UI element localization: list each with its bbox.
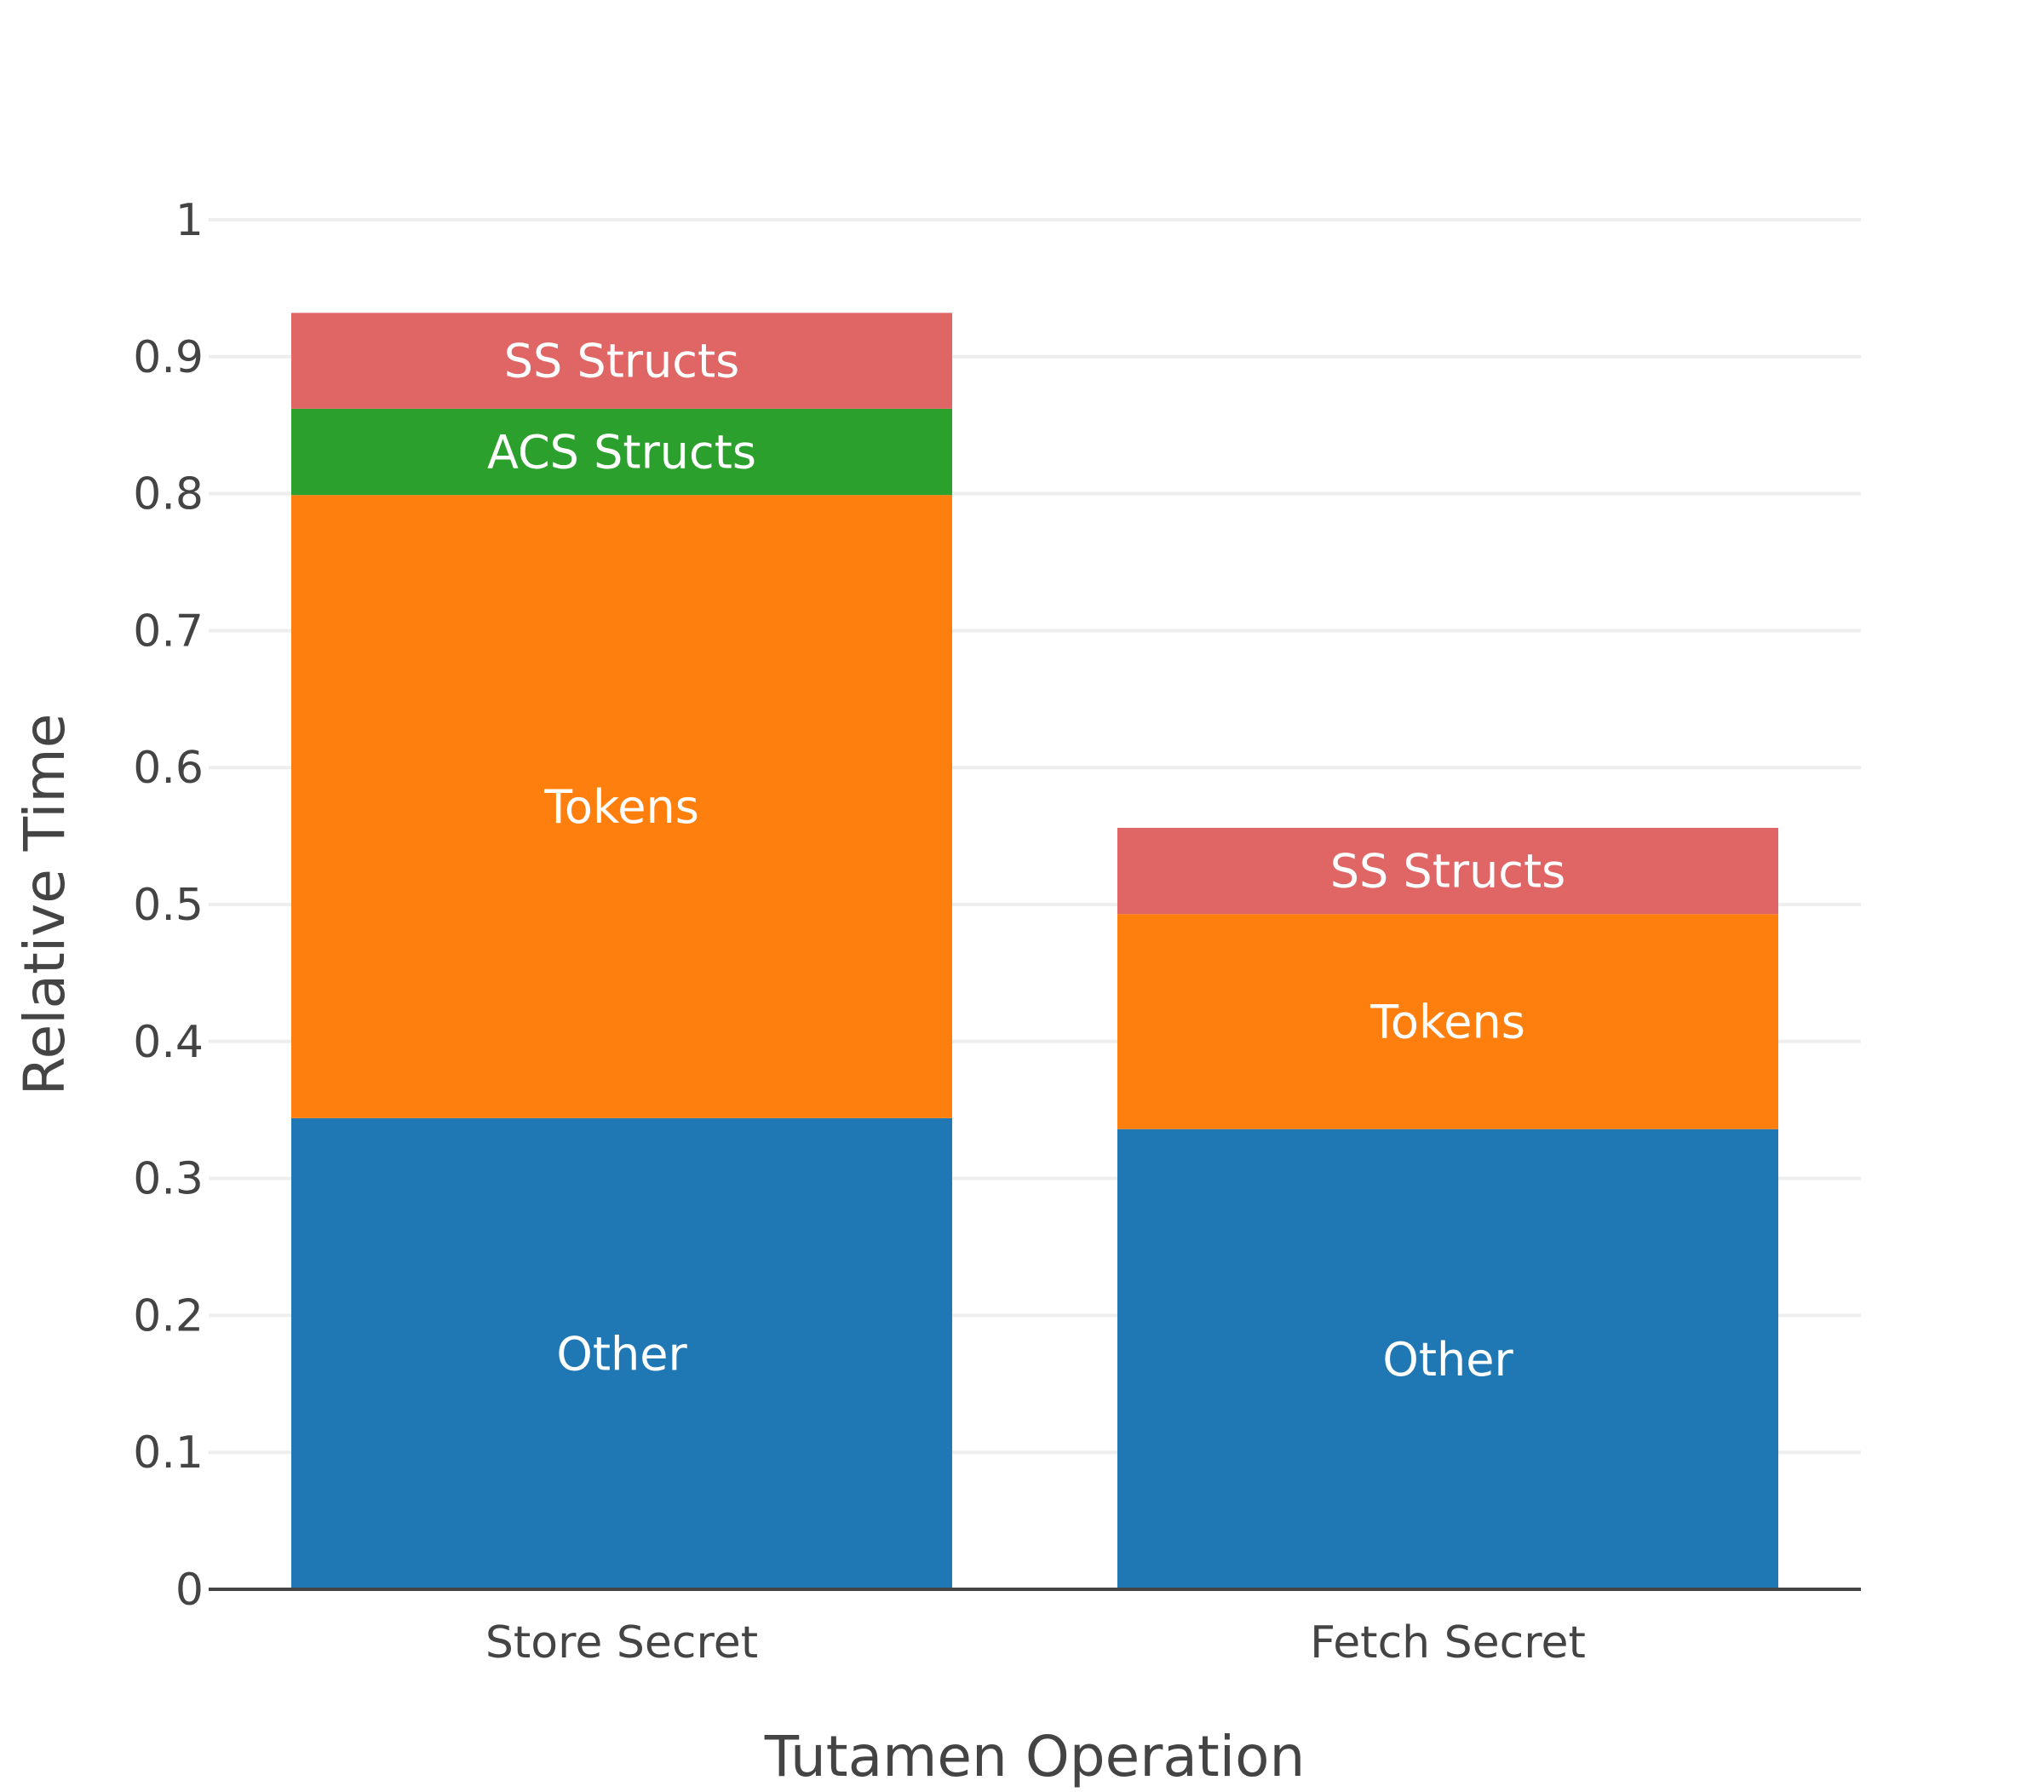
bar-segment	[1117, 1129, 1778, 1589]
y-tick-label: 0	[175, 1565, 204, 1616]
bar-segment	[291, 313, 952, 409]
bars	[291, 313, 1778, 1589]
y-tick-label: 0.8	[133, 469, 204, 520]
segment-label: Other	[1382, 1333, 1513, 1387]
x-tick-labels: Store Secret Fetch Secret	[485, 1617, 1586, 1669]
bar-segment	[1117, 827, 1778, 915]
bar-segment	[291, 408, 952, 496]
y-tick-label: 0.1	[133, 1427, 204, 1479]
y-tick-label: 0.3	[133, 1154, 204, 1205]
y-axis-title: Relative Time	[12, 714, 78, 1096]
y-tick-label: 0.5	[133, 880, 204, 931]
y-tick-label: 0.7	[133, 606, 204, 657]
bar-segment	[1117, 914, 1778, 1129]
x-tick-label: Store Secret	[485, 1617, 758, 1669]
segment-label: Other	[556, 1327, 687, 1381]
segment-label: Tokens	[543, 780, 699, 834]
segment-label: SS Structs	[1330, 845, 1566, 899]
segment-labels: Other Tokens ACS Structs SS Structs Other Tok…	[487, 335, 1565, 1387]
x-tick-label: Fetch Secret	[1310, 1617, 1586, 1669]
y-tick-label: 0.4	[133, 1017, 204, 1068]
y-tick-label: 0.9	[133, 332, 204, 383]
bar-segment	[291, 1117, 952, 1589]
segment-label: ACS Structs	[487, 426, 756, 480]
bar-segment	[291, 495, 952, 1118]
segment-label: Tokens	[1369, 995, 1525, 1048]
y-tick-label: 0.2	[133, 1290, 204, 1341]
y-tick-labels: 0 0.1 0.2 0.3 0.4 0.5 0.6 0.7 0.8 0.9 1	[133, 195, 204, 1616]
y-tick-label: 0.6	[133, 743, 204, 794]
x-axis-title: Tutamen Operation	[764, 1724, 1306, 1789]
segment-label: SS Structs	[504, 335, 740, 388]
y-tick-label: 1	[175, 195, 204, 246]
